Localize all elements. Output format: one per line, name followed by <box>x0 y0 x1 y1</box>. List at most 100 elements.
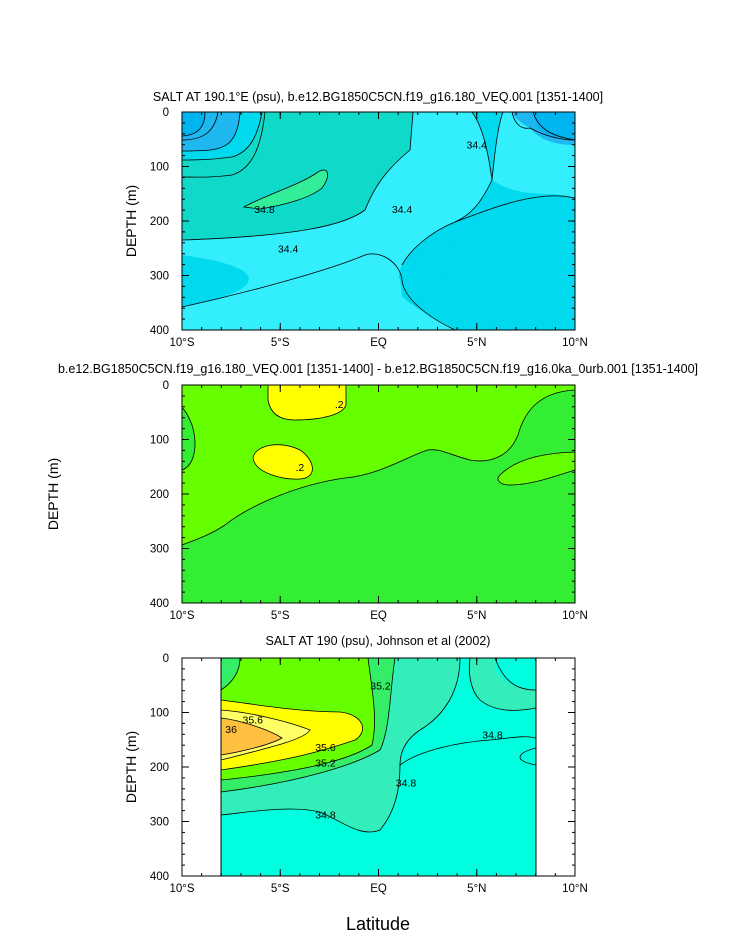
panel-3-contour-7 <box>220 657 241 691</box>
panel-1-contour-4 <box>454 195 576 223</box>
y-tick-label: 400 <box>150 598 169 610</box>
contour-label: .2 <box>296 462 305 474</box>
y-tick-label: 300 <box>150 271 169 283</box>
panel-1-fill-blob <box>244 170 328 209</box>
panel-2-plot <box>181 384 576 604</box>
x-tick-label: 10°S <box>169 337 194 349</box>
y-tick-label: 300 <box>150 544 169 556</box>
panel-2-contour-labels: .2 .2 <box>296 399 344 474</box>
panel-3-contour-2 <box>220 657 396 793</box>
panel-3-contour-8 <box>468 657 537 711</box>
y-tick-label: 300 <box>150 817 169 829</box>
panel-2-contour-1 <box>181 389 576 546</box>
panel-3-axes: 10°S 5°S EQ 5°N 10°N 0 100 200 300 400 <box>150 653 588 895</box>
x-axis-label: Latitude <box>346 914 410 934</box>
panel-1-contour-10 <box>181 111 241 152</box>
panel-2-contour-2 <box>181 407 196 471</box>
panel-1-ylabel: DEPTH (m) <box>123 185 139 257</box>
panel-3-contour-3 <box>220 657 375 781</box>
panel-2-contour-3 <box>497 451 576 486</box>
y-tick-label: 200 <box>150 216 169 228</box>
panel-1-fill-deep-lower <box>182 258 455 330</box>
panel-1-contour-1 <box>181 111 414 241</box>
panel-3-contour-6 <box>220 717 283 756</box>
x-tick-label: 10°N <box>562 337 588 349</box>
x-tick-label: 5°S <box>271 610 290 622</box>
panel-2-contour-5 <box>252 444 313 480</box>
x-tick-label: 10°N <box>562 883 588 895</box>
contour-label: 34.4 <box>392 204 413 216</box>
contour-label: 34.8 <box>254 204 275 216</box>
x-tick-label: EQ <box>370 883 387 895</box>
panel-2-fill-upper <box>182 385 575 545</box>
x-tick-label: 10°S <box>169 610 194 622</box>
contour-label: 34.4 <box>278 243 299 255</box>
panel-2: b.e12.BG1850C5CN.f19_g16.180_VEQ.001 [13… <box>45 362 698 622</box>
panel-3-fill-top-strip <box>221 658 240 690</box>
y-tick-label: 0 <box>163 107 169 119</box>
panel-3-contour-9 <box>494 657 537 691</box>
panel-1-fill-light-cyan <box>182 112 492 330</box>
contour-label: 34.8 <box>482 729 503 741</box>
y-tick-label: 0 <box>163 653 169 665</box>
y-tick-label: 0 <box>163 380 169 392</box>
panel-3-contour-10 <box>399 736 537 766</box>
panel-1-contour-9 <box>181 111 263 161</box>
panel-2-ylabel: DEPTH (m) <box>45 458 61 530</box>
x-tick-label: 5°N <box>467 610 486 622</box>
panel-2-axes: 10°S 5°S EQ 5°N 10°N 0 100 200 300 400 <box>150 380 588 622</box>
y-tick-label: 400 <box>150 325 169 337</box>
contour-label: 35.2 <box>315 758 336 770</box>
panel-1-contour-3 <box>401 111 493 266</box>
panel-3-contour-1 <box>220 657 461 833</box>
y-tick-label: 100 <box>150 162 169 174</box>
y-tick-label: 400 <box>150 871 169 883</box>
panel-1-contour-12 <box>181 111 206 137</box>
panel-2-title: b.e12.BG1850C5CN.f19_g16.180_VEQ.001 [13… <box>58 362 698 376</box>
panel-3-fill-right-green <box>400 736 536 790</box>
panel-1-contour-6 <box>511 111 576 141</box>
panel-1-plot <box>181 111 576 331</box>
x-tick-label: 10°S <box>169 883 194 895</box>
panel-2-fill-yellow-blob <box>253 444 313 480</box>
panel-1-contour-13 <box>242 169 328 210</box>
x-tick-label: 5°S <box>271 337 290 349</box>
contour-label: 35.6 <box>243 715 264 727</box>
contour-label: 35.6 <box>315 742 336 754</box>
panel-2-fill-yellow-top <box>268 385 346 420</box>
panel-2-fill-right-blob <box>498 452 575 485</box>
panel-1-contour-labels: 34.8 34.4 34.4 34.4 <box>254 140 487 256</box>
panel-2-contour-4 <box>267 385 347 421</box>
panel-1-title: SALT AT 190.1°E (psu), b.e12.BG1850C5CN.… <box>153 90 603 104</box>
x-tick-label: EQ <box>370 610 387 622</box>
x-tick-label: 5°N <box>467 883 486 895</box>
panel-3-plot <box>181 657 576 877</box>
contour-label: 34.4 <box>467 140 488 152</box>
x-tick-label: 5°S <box>271 883 290 895</box>
x-tick-label: 10°N <box>562 610 588 622</box>
panel-1-contour-7 <box>532 111 576 141</box>
panel-3-contour-5 <box>220 709 311 761</box>
panel-3-ylabel: DEPTH (m) <box>123 731 139 803</box>
panel-1-contour-11 <box>181 111 219 141</box>
panel-1-fill-right-deep <box>401 195 575 330</box>
panel-1-contour-8 <box>181 111 266 178</box>
contour-label: .2 <box>335 399 344 411</box>
panel-3-contour-4 <box>220 699 363 771</box>
panel-1-axes: 10°S 5°S EQ 5°N 10°N 0 100 200 300 400 <box>150 107 588 349</box>
y-tick-label: 100 <box>150 708 169 720</box>
contour-label: 36 <box>225 724 237 736</box>
x-tick-label: EQ <box>370 337 387 349</box>
panel-3-fill-orange <box>221 718 282 755</box>
panel-3-contour-11 <box>519 747 537 766</box>
y-tick-label: 200 <box>150 489 169 501</box>
panel-1-contour-2 <box>181 253 456 331</box>
panel-3: SALT AT 190 (psu), Johnson et al (2002) <box>123 634 588 934</box>
panel-3-contour-labels: 35.2 35.6 36 35.6 35.2 34.8 34.8 34.8 <box>225 680 503 821</box>
panel-1-fill-right-topcore <box>533 112 575 140</box>
panel-3-fill-right-top <box>495 658 536 690</box>
y-tick-label: 200 <box>150 762 169 774</box>
contour-label: 34.8 <box>315 809 336 821</box>
panel-1-fill-left-core <box>182 112 205 136</box>
